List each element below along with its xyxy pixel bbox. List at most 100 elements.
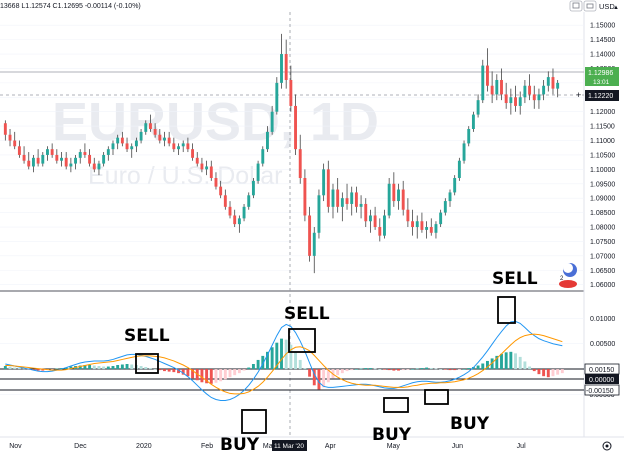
candle	[308, 206, 312, 262]
candle-body	[500, 79, 503, 95]
candle	[387, 178, 391, 219]
candle-body	[148, 123, 152, 129]
histogram-bar	[8, 366, 12, 370]
histogram-bar	[500, 353, 503, 370]
candle	[163, 131, 166, 147]
currency-dropdown-icon[interactable]: ▲	[613, 5, 619, 11]
chart-settings-icon[interactable]	[569, 0, 583, 12]
histogram-bar	[242, 369, 246, 371]
candle-body	[60, 157, 63, 161]
candle	[237, 215, 241, 233]
candle-body	[298, 149, 302, 179]
candle-body	[280, 54, 283, 83]
candle	[537, 88, 541, 109]
candle-body	[130, 146, 134, 150]
macd-tick-label: 0.01000	[590, 316, 615, 323]
histogram-bar	[125, 364, 129, 370]
candle	[514, 85, 517, 112]
candle	[303, 169, 307, 222]
candle	[518, 91, 522, 115]
macd-level-tags: 0.00150 0.00000 -0.00150	[584, 363, 620, 396]
candle	[298, 134, 302, 184]
candle-body	[401, 189, 405, 210]
histogram-bar	[219, 369, 223, 382]
time-axis-settings-icon[interactable]	[602, 441, 612, 451]
macd-pane-grid	[0, 318, 584, 395]
candle-body	[186, 143, 190, 150]
candle-body	[167, 137, 171, 144]
macd-axis[interactable]: 0.01000 0.00500 -0.00500	[587, 316, 615, 399]
candle	[350, 186, 354, 216]
histogram-bar	[92, 365, 96, 370]
time-axis[interactable]: Nov Dec 2020 Feb Mar Apr May Jun Jul	[9, 443, 526, 450]
candle	[359, 195, 363, 219]
histogram-bar	[270, 347, 274, 370]
histogram-bar	[397, 369, 400, 371]
candle	[261, 146, 265, 167]
maximize-icon[interactable]	[583, 0, 597, 12]
histogram-bar	[443, 369, 447, 370]
candle-body	[233, 215, 237, 225]
candle-body	[27, 160, 31, 167]
candle	[401, 180, 405, 216]
candle-body	[111, 143, 115, 150]
candle	[336, 178, 340, 213]
cursor-price-tag: + 1.12220	[576, 90, 619, 101]
histogram-bar	[111, 366, 115, 370]
histogram-bar	[209, 369, 213, 384]
candle	[354, 186, 358, 213]
candle	[551, 68, 555, 95]
candle	[88, 149, 92, 167]
candle-body	[509, 97, 513, 104]
histogram-bar	[289, 344, 293, 370]
price-tick-label: 1.11000	[590, 138, 615, 145]
histogram-bar	[453, 369, 457, 371]
candle	[74, 154, 78, 170]
histogram-bar	[294, 351, 297, 370]
sell-label-2: SELL	[284, 304, 330, 324]
candle-body	[312, 232, 316, 256]
last-price-value: 1.12986	[588, 70, 613, 77]
candle	[223, 189, 227, 210]
candle	[415, 215, 419, 239]
histogram-bar	[523, 361, 527, 370]
signal-line	[5, 333, 563, 395]
candle	[467, 126, 471, 147]
economic-events-icon[interactable]: 2	[559, 263, 577, 288]
histogram-bar	[556, 369, 560, 375]
candle	[41, 152, 45, 167]
histogram-bar	[481, 363, 485, 370]
candle	[186, 137, 190, 153]
candle-body	[289, 79, 293, 106]
histogram-bar	[64, 367, 68, 370]
candle-body	[336, 189, 340, 207]
buy-label-3: BUY	[450, 414, 490, 434]
add-alert-plus-icon[interactable]: +	[576, 90, 581, 100]
candle	[457, 157, 461, 181]
candle-body	[106, 149, 110, 155]
histogram-bar	[495, 355, 499, 370]
histogram-bar	[106, 366, 110, 370]
histogram-bar	[172, 369, 176, 373]
histogram-bar	[191, 369, 195, 379]
candle-body	[364, 203, 368, 222]
candle	[214, 172, 218, 190]
candle-body	[78, 152, 82, 158]
histogram-bar	[83, 365, 87, 370]
candle	[195, 152, 199, 167]
histogram-bar	[462, 369, 466, 370]
time-tick-label: Nov	[9, 443, 22, 450]
macd-lower-tag: -0.00150	[586, 388, 614, 395]
histogram-bar	[148, 368, 152, 370]
candle	[247, 192, 251, 210]
histogram-bar	[467, 368, 471, 370]
candle-body	[247, 195, 251, 207]
price-axis[interactable]: 1.150001.145001.140001.135001.130001.125…	[590, 23, 615, 289]
candle	[148, 114, 152, 132]
histogram-bar	[120, 364, 124, 370]
histogram-bar	[509, 351, 513, 370]
candle-body	[443, 201, 447, 213]
candle-body	[116, 137, 120, 144]
price-tick-label: 1.09000	[590, 196, 615, 203]
histogram-bar	[261, 355, 265, 370]
